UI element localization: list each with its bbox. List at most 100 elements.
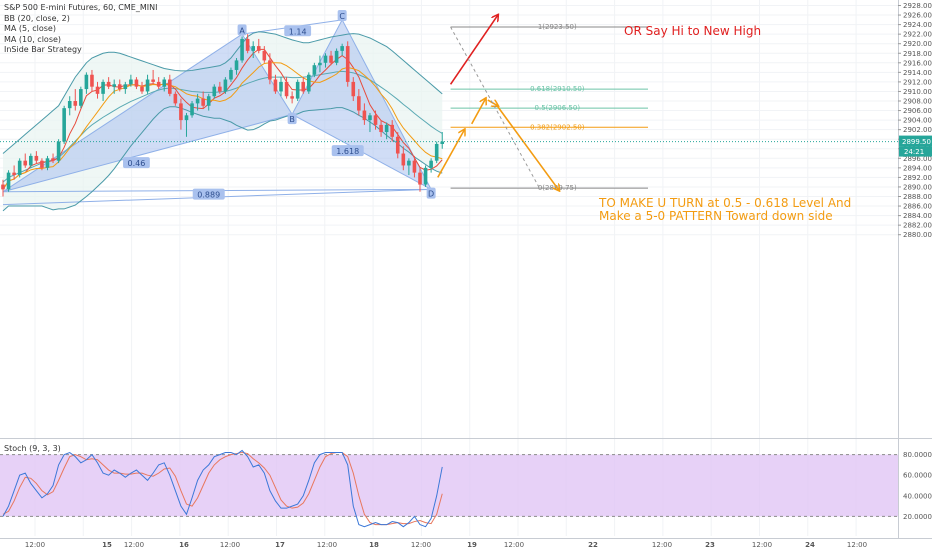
candle-body	[73, 101, 78, 106]
candle	[184, 112, 189, 137]
price-badge-text: 2899.50	[902, 138, 931, 146]
price-tick-label: 2888.00	[903, 193, 932, 201]
candle	[256, 38, 261, 54]
candle	[301, 77, 306, 94]
bollinger-lower	[2, 106, 443, 212]
candle-body	[279, 81, 283, 92]
candle	[390, 120, 394, 142]
candle-body	[190, 103, 194, 116]
fib-label: 0.618(2910.50)	[530, 85, 585, 93]
ma5-line	[2, 48, 443, 190]
candle	[334, 48, 339, 66]
pattern-label: D	[426, 187, 436, 199]
candle	[29, 153, 33, 168]
candle-body	[67, 101, 72, 109]
candle-body	[401, 153, 406, 166]
candle	[112, 79, 116, 94]
candle-body	[362, 110, 367, 121]
legend-bb: BB (20, close, 2)	[4, 13, 70, 23]
price-tick-label: 2914.00	[903, 69, 932, 77]
candle-body	[234, 60, 239, 70]
candle-body	[351, 81, 356, 97]
candle-body	[256, 46, 261, 51]
candle	[318, 55, 322, 73]
time-tick-label: 12:00	[220, 541, 240, 549]
candle	[23, 153, 28, 168]
candle	[40, 158, 44, 171]
price-tick-label: 2892.00	[903, 174, 932, 182]
price-tick-label: 2896.00	[903, 155, 932, 163]
price-tick-label: 2924.00	[903, 21, 932, 29]
candle	[251, 41, 255, 59]
candle-body	[368, 115, 372, 121]
legend-strategy: InSide Bar Strategy	[4, 45, 82, 54]
stoch-tick-label: 80.0000	[903, 451, 932, 459]
candle	[429, 158, 433, 173]
price-tick-label: 2906.00	[903, 107, 932, 115]
annotation-u-turn-line1: TO MAKE U TURN at 0.5 - 0.618 Level And	[599, 196, 852, 210]
candle	[379, 120, 383, 137]
candle-body	[318, 62, 322, 66]
price-tick-label: 2894.00	[903, 164, 932, 172]
pattern-label-text: D	[428, 190, 434, 199]
candle-body	[262, 50, 267, 61]
candle-body	[357, 96, 361, 111]
candle	[179, 98, 183, 130]
candle-body	[373, 115, 378, 125]
pattern-xab	[2, 33, 293, 193]
candle-body	[307, 74, 311, 92]
candle	[279, 77, 283, 97]
ma10-line	[2, 62, 443, 190]
candle	[106, 77, 111, 90]
annotation-new-high: OR Say Hi to New High	[624, 24, 762, 38]
price-tick-label: 2886.00	[903, 203, 932, 211]
candle-body	[173, 93, 178, 104]
price-tick-label: 2908.00	[903, 98, 932, 106]
candle-body	[79, 89, 83, 106]
pattern-label-bg	[287, 113, 297, 125]
candle-body	[284, 81, 289, 97]
candle	[290, 91, 294, 104]
candle	[440, 132, 445, 149]
candle-body	[434, 143, 439, 161]
candle-body	[117, 84, 122, 90]
pattern-label: 0.889	[192, 188, 225, 200]
stoch-tick-label: 60.0000	[903, 472, 932, 480]
candle	[373, 110, 378, 130]
pattern-label-text: C	[339, 12, 345, 21]
stoch-k-line	[2, 449, 443, 528]
pattern-label-bg	[426, 187, 436, 199]
pattern-label-bg	[123, 157, 150, 169]
candle	[434, 141, 439, 164]
time-tick-label: 23	[705, 541, 715, 549]
candle	[412, 155, 417, 178]
time-tick-label: 24	[805, 541, 815, 549]
time-tick-label: 12:00	[652, 541, 672, 549]
price-tick-label: 2922.00	[903, 31, 932, 39]
candle-body	[206, 96, 211, 106]
candle	[351, 77, 356, 101]
candle-body	[129, 79, 133, 85]
fib-label: 0.5(2906.50)	[535, 104, 581, 112]
legend-ma5: MA (5, close)	[4, 24, 56, 33]
candle-body	[145, 79, 150, 92]
price-tick-label: 2902.00	[903, 126, 932, 134]
pattern-label-text: 1.14	[289, 27, 307, 36]
candle-body	[12, 172, 16, 176]
candle-body	[240, 38, 244, 61]
candle-body	[345, 46, 350, 82]
price-badge-bg	[899, 135, 932, 147]
candle	[295, 79, 300, 101]
price-tick-label: 2920.00	[903, 40, 932, 48]
candles	[1, 34, 445, 197]
candle	[56, 139, 61, 164]
projection-arrow-orange	[437, 130, 465, 178]
candle-body	[268, 60, 272, 80]
candle-body	[395, 136, 400, 154]
candle-body	[140, 86, 144, 92]
legend-ma10: MA (10, close)	[4, 34, 62, 44]
candle	[156, 77, 161, 90]
pattern-label: 0.46	[123, 157, 150, 169]
